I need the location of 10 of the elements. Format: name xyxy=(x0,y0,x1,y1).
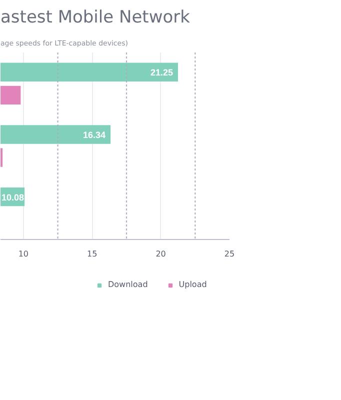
chart-title: astest Mobile Network xyxy=(0,8,190,28)
x-tick-label: 15 xyxy=(87,250,98,258)
legend-label: Upload xyxy=(178,280,207,289)
x-tick-label: 25 xyxy=(224,250,235,258)
data-label: 10.08 xyxy=(2,192,24,202)
data-label: 21.25 xyxy=(150,68,173,78)
x-tick-label: 10 xyxy=(18,250,29,258)
data-label: 16.34 xyxy=(83,130,106,140)
legend-label: Download xyxy=(108,280,148,289)
x-tick-label: 20 xyxy=(156,250,166,258)
